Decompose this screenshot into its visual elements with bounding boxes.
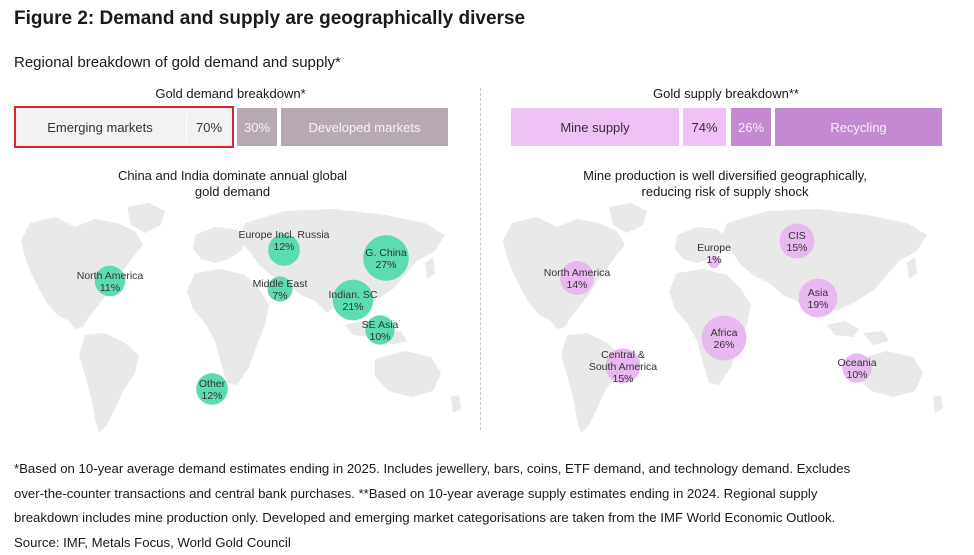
footnote: *Based on 10-year average demand estimat… [14,457,959,555]
demand-label-other-0: Other [199,378,226,390]
supply-value-asia: 19% [807,299,828,311]
demand-label-g-china-0: G. China [365,247,407,259]
demand-label-north-america-0: North America [77,270,144,282]
supply-value-oceania: 10% [846,369,867,381]
demand-value-se-asia: 10% [369,331,390,343]
supply-value-north-america: 14% [566,279,587,291]
supply-label-cis-0: CIS [788,230,806,242]
supply-label-oceania-0: Oceania [837,357,876,369]
demand-value-indian-sc: 21% [342,301,363,313]
demand-value-other: 12% [201,390,222,402]
demand-value-g-china: 27% [375,259,396,271]
footnote-line3: breakdown includes mine production only.… [14,506,959,531]
supply-label-asia-0: Asia [808,287,829,299]
demand-value-europe-incl-russia: 12% [273,241,294,253]
demand-label-europe-incl-russia-0: Europe Incl. Russia [238,229,329,241]
demand-label-se-asia-0: SE Asia [362,319,399,331]
footnote-line2: over-the-counter transactions and centra… [14,482,959,507]
supply-label-europe-0: Europe [697,242,731,254]
demand-label-indian-sc-0: Indian. SC [328,289,377,301]
supply-value-europe: 1% [706,254,721,266]
supply-label-north-america-0: North America [544,267,611,279]
supply-label-central-south-america-0: Central & [601,349,645,361]
demand-label-middle-east-0: Middle East [253,278,308,290]
footnote-source: Source: IMF, Metals Focus, World Gold Co… [14,531,959,555]
footnote-line1: *Based on 10-year average demand estimat… [14,457,959,482]
supply-value-central-south-america: 15% [612,373,633,385]
supply-value-cis: 15% [786,242,807,254]
supply-value-africa: 26% [713,339,734,351]
supply-label-central-south-america-1: South America [589,361,657,373]
supply-label-africa-0: Africa [711,327,738,339]
demand-value-north-america: 11% [100,282,120,294]
demand-value-middle-east: 7% [272,290,287,302]
